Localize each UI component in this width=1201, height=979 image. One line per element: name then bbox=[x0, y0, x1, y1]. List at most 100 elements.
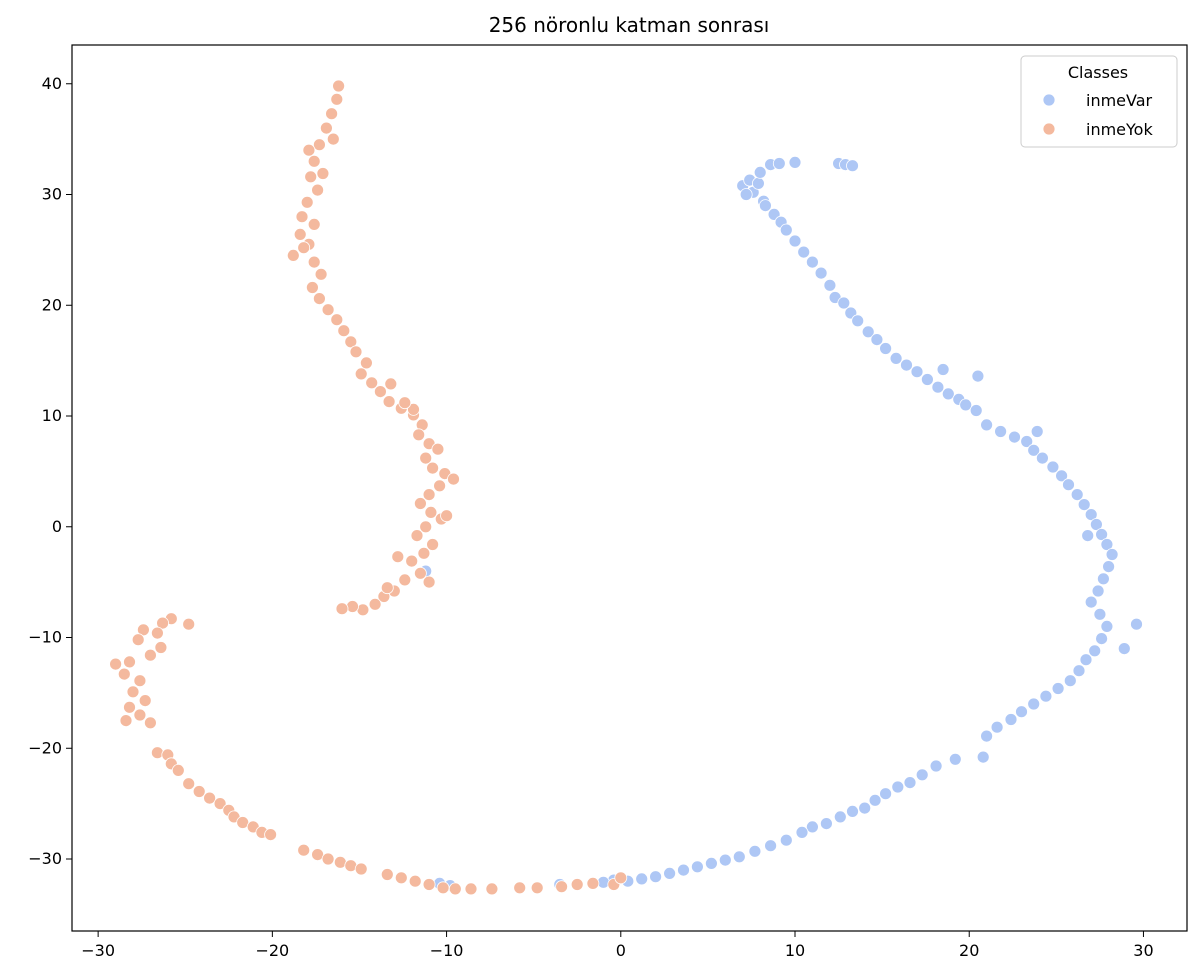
point-inmeYok-10 bbox=[307, 217, 321, 231]
point-inmeYok-5 bbox=[307, 154, 321, 168]
point-inmeYok-44 bbox=[419, 520, 433, 534]
point-inmeYok-83 bbox=[192, 785, 206, 798]
point-inmeVar-63 bbox=[1079, 653, 1093, 667]
point-inmeYok-75 bbox=[133, 708, 147, 722]
point-inmeYok-19 bbox=[330, 313, 344, 327]
point-inmeYok-39 bbox=[422, 488, 436, 502]
point-inmeVar-88 bbox=[764, 839, 777, 853]
point-inmeYok-25 bbox=[365, 376, 379, 390]
point-inmeYok-58 bbox=[335, 602, 349, 616]
point-inmeYok-40 bbox=[413, 497, 427, 510]
point-inmeYok-70 bbox=[109, 657, 122, 671]
legend-label-inmeYok: inmeYok bbox=[1086, 120, 1153, 139]
point-inmeYok-51 bbox=[422, 575, 436, 589]
point-inmeYok-8 bbox=[300, 195, 314, 209]
point-inmeYok-43 bbox=[440, 509, 454, 523]
x-tick-label: −20 bbox=[255, 941, 289, 960]
point-inmeVar-42 bbox=[1020, 435, 1034, 448]
point-inmeVar-16 bbox=[779, 223, 793, 237]
point-inmeYok-14 bbox=[307, 255, 321, 269]
point-inmeVar-93 bbox=[691, 860, 704, 874]
point-inmeVar-12 bbox=[846, 159, 859, 173]
y-tick-label: 30 bbox=[42, 185, 62, 204]
point-inmeYok-24 bbox=[354, 367, 368, 381]
point-inmeVar-61 bbox=[1095, 632, 1108, 645]
point-inmeVar-55 bbox=[1102, 560, 1115, 573]
legend-marker-inmeVar bbox=[1042, 93, 1056, 107]
point-inmeYok-26 bbox=[373, 385, 387, 399]
point-inmeVar-45 bbox=[1046, 460, 1060, 474]
point-inmeYok-9 bbox=[295, 210, 309, 224]
point-inmeVar-46 bbox=[1055, 469, 1068, 483]
y-tick-label: −30 bbox=[28, 849, 62, 868]
point-inmeYok-74 bbox=[123, 700, 136, 714]
point-inmeVar-44 bbox=[1036, 451, 1049, 465]
point-inmeYok-49 bbox=[391, 550, 405, 564]
point-inmeYok-106 bbox=[513, 881, 527, 895]
x-tick-label: −10 bbox=[430, 941, 464, 960]
point-inmeVar-25 bbox=[851, 314, 865, 328]
point-inmeVar-48 bbox=[1070, 488, 1084, 502]
y-tick-label: 0 bbox=[52, 517, 62, 536]
point-inmeYok-118 bbox=[297, 241, 311, 255]
point-inmeYok-92 bbox=[297, 843, 311, 857]
point-inmeVar-49 bbox=[1077, 498, 1091, 512]
point-inmeVar-83 bbox=[833, 810, 847, 824]
point-inmeVar-60 bbox=[1100, 620, 1114, 633]
point-inmeYok-64 bbox=[136, 623, 150, 637]
point-inmeYok-91 bbox=[264, 828, 278, 841]
point-inmeVar-107 bbox=[1130, 617, 1143, 631]
point-inmeYok-15 bbox=[314, 267, 328, 281]
point-inmeYok-59 bbox=[380, 581, 394, 595]
point-inmeVar-86 bbox=[795, 826, 809, 839]
point-inmeYok-97 bbox=[354, 862, 368, 876]
point-inmeVar-81 bbox=[858, 801, 872, 815]
y-tick-label: 20 bbox=[42, 295, 62, 314]
point-inmeVar-70 bbox=[1004, 713, 1018, 726]
point-inmeVar-52 bbox=[1095, 528, 1108, 541]
point-inmeVar-9 bbox=[788, 155, 802, 169]
point-inmeVar-106 bbox=[1081, 529, 1095, 542]
point-inmeYok-50 bbox=[413, 566, 427, 580]
point-inmeVar-53 bbox=[1100, 538, 1114, 551]
point-inmeVar-64 bbox=[1072, 664, 1086, 678]
y-tick-label: −20 bbox=[28, 738, 62, 757]
point-inmeYok-69 bbox=[117, 667, 131, 681]
point-inmeYok-81 bbox=[171, 764, 185, 777]
point-inmeVar-62 bbox=[1088, 644, 1102, 658]
point-inmeVar-43 bbox=[1027, 443, 1041, 457]
point-inmeYok-115 bbox=[384, 377, 398, 391]
point-inmeYok-112 bbox=[614, 871, 628, 885]
point-inmeVar-56 bbox=[1097, 572, 1110, 586]
point-inmeVar-87 bbox=[779, 833, 793, 847]
point-inmeVar-105 bbox=[1030, 425, 1044, 438]
point-inmeVar-27 bbox=[870, 333, 884, 347]
point-inmeYok-76 bbox=[119, 714, 133, 727]
points-layer bbox=[109, 79, 1143, 896]
point-inmeYok-101 bbox=[422, 878, 436, 891]
point-inmeVar-28 bbox=[879, 342, 892, 355]
point-inmeVar-23 bbox=[837, 296, 851, 310]
point-inmeVar-20 bbox=[814, 266, 828, 280]
point-inmeVar-74 bbox=[948, 752, 962, 766]
point-inmeVar-75 bbox=[929, 759, 943, 773]
point-inmeYok-68 bbox=[123, 655, 136, 669]
point-inmeVar-58 bbox=[1084, 595, 1098, 609]
point-inmeYok-16 bbox=[305, 281, 319, 294]
y-tick-label: 10 bbox=[42, 406, 62, 425]
point-inmeVar-38 bbox=[971, 369, 985, 383]
point-inmeYok-71 bbox=[133, 674, 147, 688]
point-inmeYok-31 bbox=[412, 428, 426, 442]
x-tick-label: −30 bbox=[81, 941, 115, 960]
point-inmeYok-38 bbox=[433, 479, 447, 493]
point-inmeYok-20 bbox=[337, 324, 351, 338]
legend-title: Classes bbox=[1068, 63, 1128, 82]
point-inmeVar-79 bbox=[879, 787, 892, 801]
point-inmeYok-11 bbox=[293, 227, 307, 241]
x-tick-label: 30 bbox=[1133, 941, 1153, 960]
point-inmeYok-72 bbox=[126, 685, 140, 699]
point-inmeYok-3 bbox=[319, 121, 333, 135]
point-inmeYok-116 bbox=[326, 132, 340, 146]
point-inmeVar-69 bbox=[1015, 705, 1028, 719]
point-inmeYok-105 bbox=[485, 882, 499, 896]
